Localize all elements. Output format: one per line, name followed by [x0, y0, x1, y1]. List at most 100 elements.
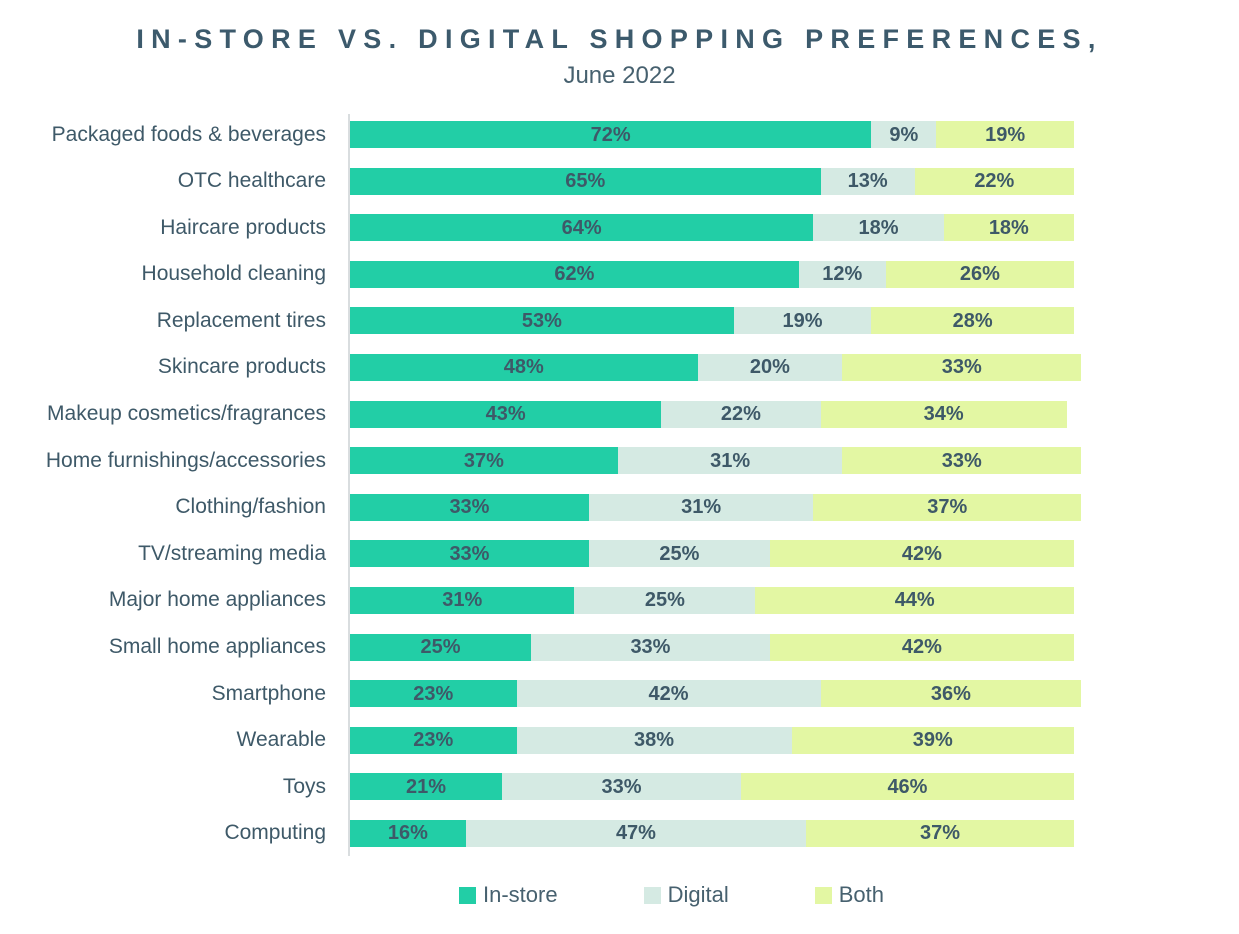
bar-segment-digital: 13%: [820, 167, 915, 195]
bar-track: 48% 20% 33%: [350, 353, 1239, 381]
bar-segment-in-store: 72%: [350, 121, 872, 148]
segment-value-label: 37%: [920, 822, 961, 845]
bar-row: Smartphone 23% 42% 36%: [0, 680, 1239, 708]
segment-value-label: 23%: [413, 729, 454, 752]
bar-row: Clothing/fashion 33% 31% 37%: [0, 493, 1239, 521]
bar-segment-digital: 33%: [531, 633, 770, 661]
chart-subtitle: June 2022: [563, 62, 676, 89]
bar-segment-both: 28%: [871, 307, 1074, 335]
bar-track: 23% 42% 36%: [350, 680, 1239, 708]
legend-swatch-both: [814, 886, 832, 904]
legend-swatch-in-store: [459, 886, 476, 904]
segment-value-label: 36%: [930, 682, 971, 705]
bar-row: Makeup cosmetics/fragrances 43% 22% 34%: [0, 400, 1239, 428]
segment-value-label: 64%: [561, 216, 602, 239]
bar-row: Home furnishings/accessories 37% 31% 33%: [0, 447, 1239, 475]
category-label: Wearable: [236, 728, 327, 752]
category-label: TV/streaming media: [138, 541, 326, 565]
bar-segment-both: 42%: [769, 540, 1074, 568]
segment-value-label: 12%: [822, 263, 863, 286]
bar-segment-digital: 19%: [733, 307, 872, 335]
bar-segment-both: 33%: [842, 353, 1082, 381]
segment-value-label: 25%: [659, 542, 700, 565]
bar-segment-digital: 31%: [617, 447, 843, 475]
bar-row: Computing 16% 47% 37%: [0, 819, 1239, 847]
segment-value-label: 48%: [503, 356, 544, 379]
bar-segment-digital: 31%: [588, 493, 814, 521]
bar-segment-digital: 25%: [574, 586, 756, 614]
segment-value-label: 19%: [782, 309, 823, 332]
bar-segment-in-store: 23%: [350, 680, 517, 708]
segment-value-label: 18%: [858, 216, 899, 239]
segment-value-label: 42%: [648, 682, 689, 705]
bar-segment-both: 37%: [806, 819, 1074, 847]
bar-segment-both: 26%: [885, 260, 1074, 288]
legend-label: Digital: [667, 882, 729, 907]
segment-value-label: 33%: [449, 542, 490, 565]
bar-row: OTC healthcare 65% 13% 22%: [0, 167, 1239, 195]
bar-track: 33% 31% 37%: [350, 493, 1239, 521]
bar-segment-both: 39%: [791, 726, 1074, 754]
category-label: OTC healthcare: [177, 169, 326, 193]
bar-segment-digital: 20%: [697, 353, 843, 381]
bar-segment-in-store: 64%: [350, 214, 814, 242]
bar-track: 64% 18% 18%: [350, 214, 1239, 242]
bar-segment-both: 18%: [943, 214, 1074, 242]
bar-segment-digital: 33%: [502, 773, 741, 801]
bar-track: 23% 38% 39%: [350, 726, 1239, 754]
category-label: Household cleaning: [141, 262, 326, 286]
segment-value-label: 22%: [974, 170, 1015, 193]
legend-label: In-store: [483, 882, 558, 907]
legend-item-both: Both: [814, 882, 884, 908]
segment-value-label: 42%: [901, 542, 942, 565]
segment-value-label: 33%: [630, 636, 671, 659]
bar-track: 37% 31% 33%: [350, 447, 1239, 475]
segment-value-label: 33%: [941, 356, 982, 379]
category-label: Clothing/fashion: [175, 495, 326, 519]
segment-value-label: 18%: [988, 216, 1029, 239]
category-label: Skincare products: [157, 355, 326, 379]
bar-track: 21% 33% 46%: [350, 773, 1239, 801]
segment-value-label: 31%: [710, 449, 751, 472]
bar-track: 31% 25% 44%: [350, 586, 1239, 614]
segment-value-label: 28%: [952, 309, 993, 332]
category-label: Haircare products: [160, 215, 326, 239]
bar-segment-both: 34%: [820, 400, 1067, 428]
bar-row: Packaged foods & beverages 72% 9% 19%: [0, 121, 1239, 148]
bar-row: Haircare products 64% 18% 18%: [0, 214, 1239, 242]
segment-value-label: 20%: [749, 356, 790, 379]
category-label: Computing: [224, 821, 326, 845]
legend-swatch-digital: [643, 886, 661, 904]
bar-row: Small home appliances 25% 33% 42%: [0, 633, 1239, 661]
bar-segment-digital: 12%: [798, 260, 886, 288]
segment-value-label: 72%: [590, 123, 631, 146]
bar-segment-in-store: 23%: [350, 726, 517, 754]
bar-segment-in-store: 33%: [350, 540, 589, 568]
category-label: Toys: [282, 774, 326, 798]
bar-segment-in-store: 43%: [350, 400, 662, 428]
bar-track: 62% 12% 26%: [350, 260, 1239, 288]
segment-value-label: 33%: [941, 449, 982, 472]
segment-value-label: 42%: [901, 636, 942, 659]
bar-segment-in-store: 37%: [350, 447, 618, 475]
bar-track: 16% 47% 37%: [350, 819, 1239, 847]
segment-value-label: 31%: [681, 496, 722, 519]
category-label: Packaged foods & beverages: [51, 122, 326, 146]
bar-track: 53% 19% 28%: [350, 307, 1239, 335]
segment-value-label: 37%: [927, 496, 968, 519]
segment-value-label: 37%: [463, 449, 504, 472]
segment-value-label: 39%: [912, 729, 953, 752]
segment-value-label: 33%: [449, 496, 490, 519]
segment-value-label: 62%: [554, 263, 595, 286]
bar-segment-digital: 18%: [813, 214, 944, 242]
category-label: Major home appliances: [108, 588, 326, 612]
segment-value-label: 33%: [601, 775, 642, 798]
bar-row: Wearable 23% 38% 39%: [0, 726, 1239, 754]
bar-segment-in-store: 33%: [350, 493, 589, 521]
segment-value-label: 16%: [387, 822, 428, 845]
category-label: Smartphone: [211, 681, 326, 705]
segment-value-label: 23%: [413, 682, 454, 705]
segment-value-label: 19%: [985, 123, 1026, 146]
bar-segment-both: 42%: [769, 633, 1074, 661]
bar-row: Toys 21% 33% 46%: [0, 773, 1239, 801]
